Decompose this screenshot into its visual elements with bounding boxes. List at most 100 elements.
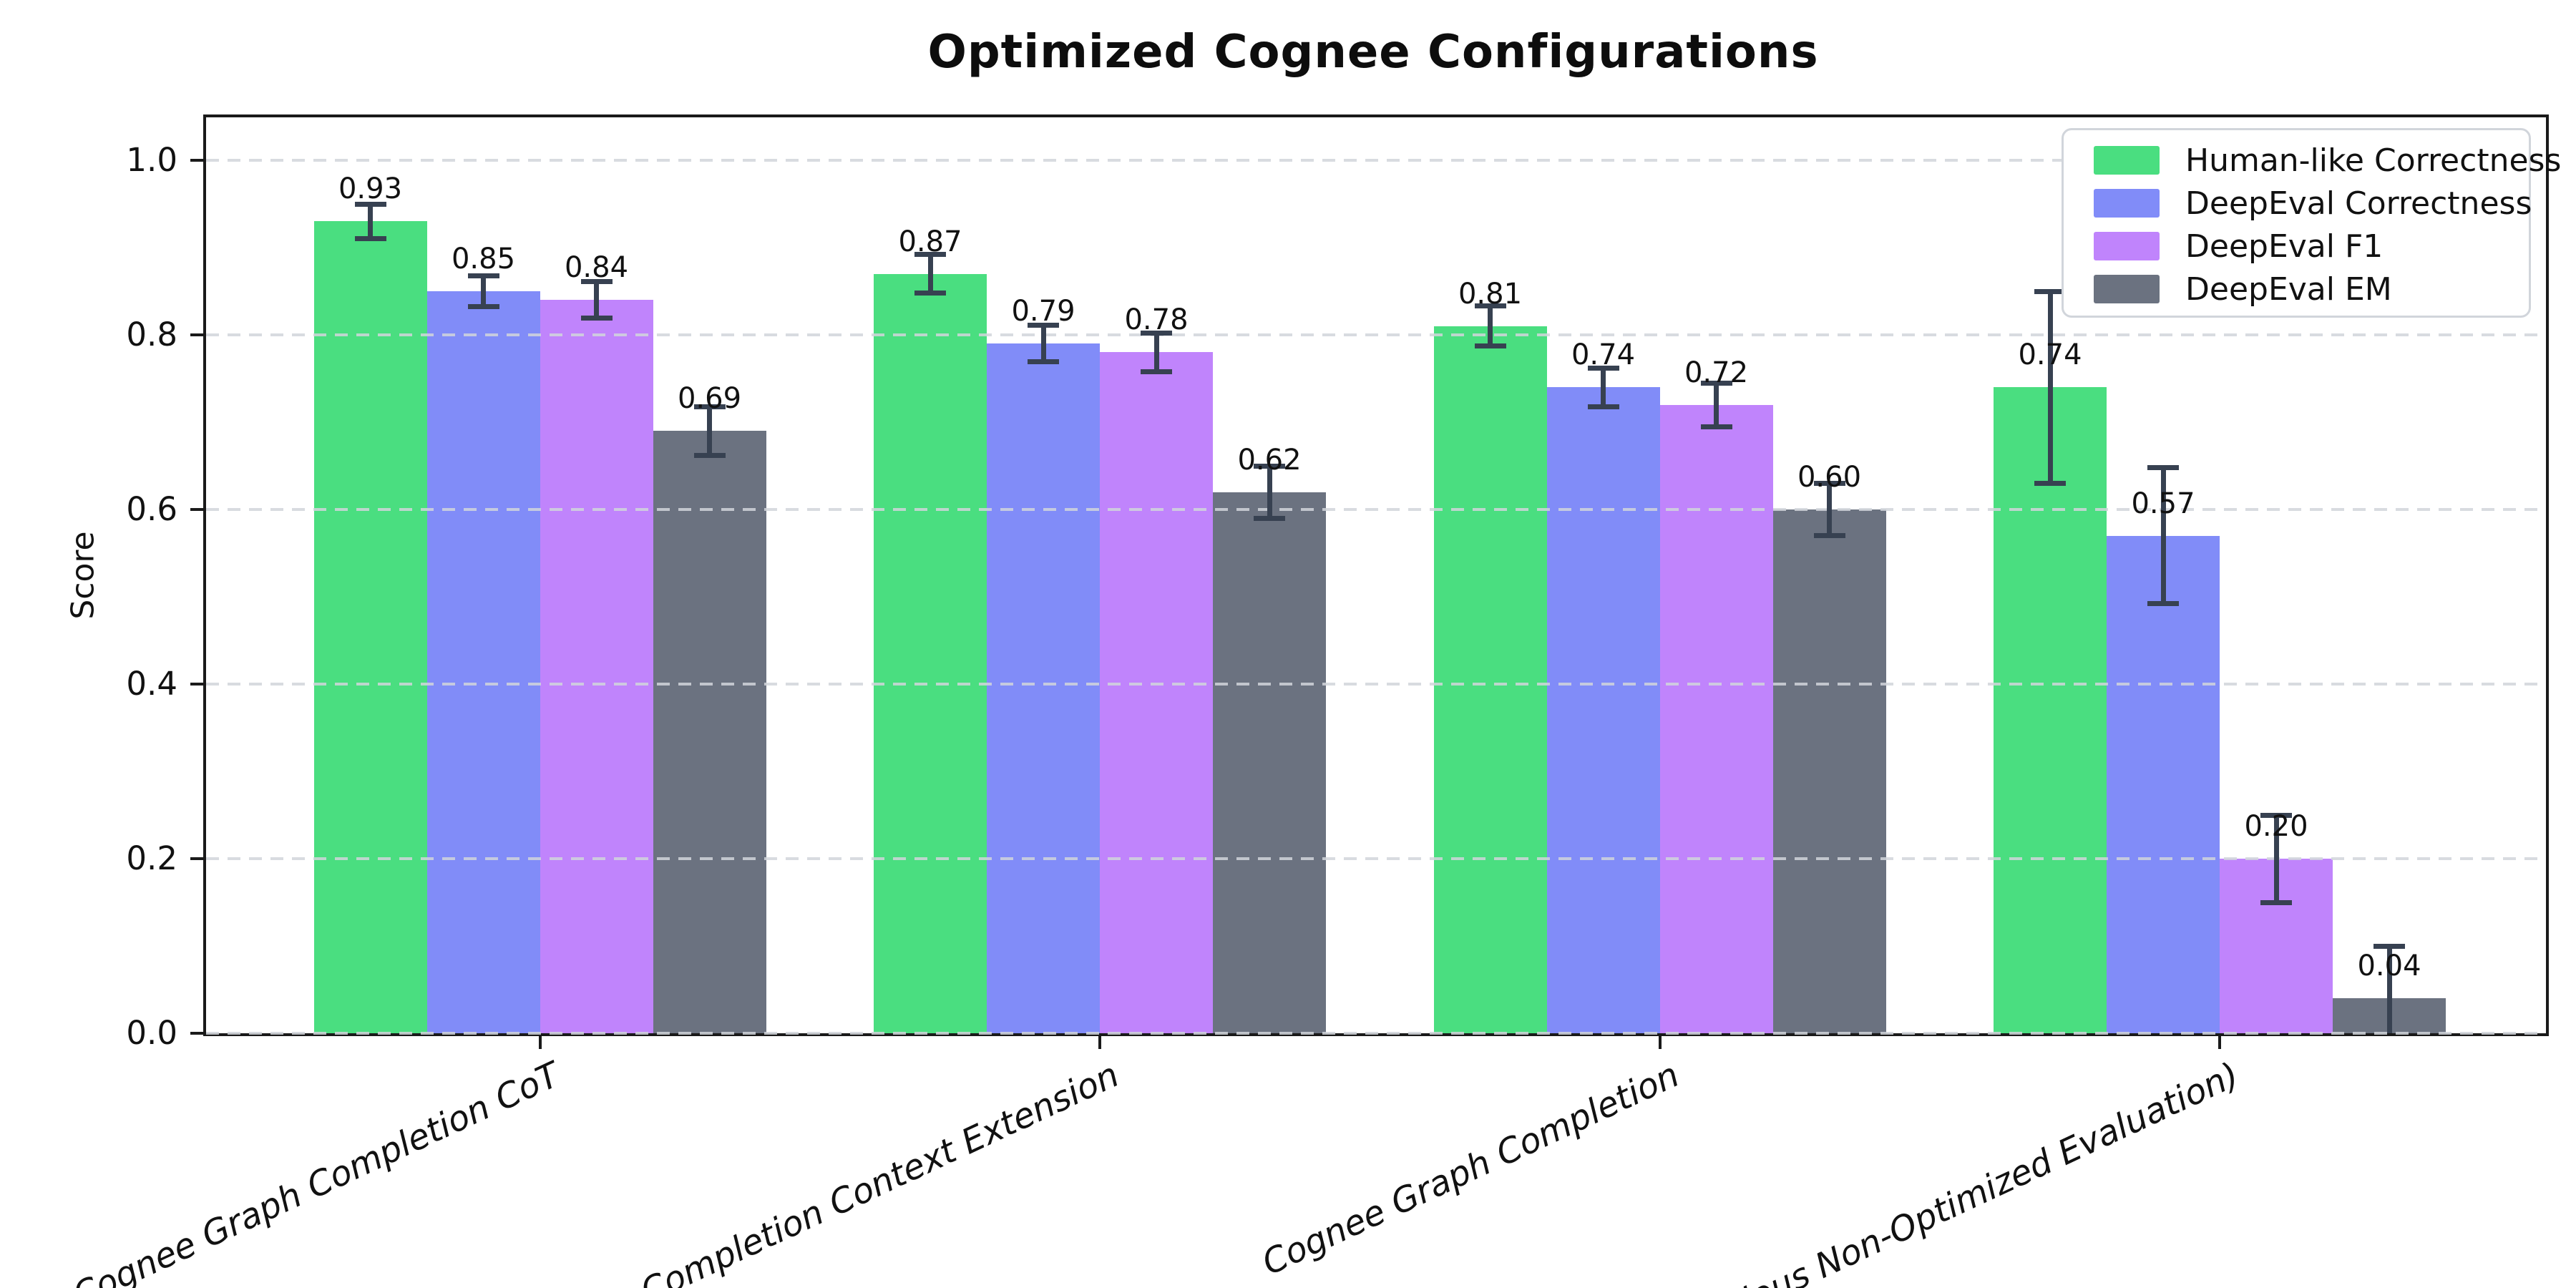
- error-bar-cap-bottom: [1028, 359, 1059, 365]
- x-tick-mark-1: [538, 1036, 542, 1049]
- bar-value-label: 0.85: [451, 243, 516, 275]
- error-bar-cap-top: [580, 279, 613, 285]
- error-bar-cap-top: [1474, 303, 1506, 309]
- bar-deepeval-f1-g2: [1100, 352, 1213, 1033]
- y-tick-mark-0.8: [190, 333, 203, 336]
- error-bar-cap-top: [1141, 331, 1172, 336]
- chart-title: Optimized Cognee Configurations: [927, 26, 1819, 79]
- error-bar-cap-bottom: [1474, 343, 1506, 349]
- error-bar-cap-top: [467, 273, 499, 278]
- error-bar-cap-bottom: [2260, 899, 2292, 905]
- bar-human-like-correctness-g2: [874, 273, 987, 1033]
- error-bar-line: [1040, 325, 1046, 362]
- y-tick-mark-0.6: [190, 508, 203, 511]
- error-bar-line: [1827, 483, 1832, 536]
- error-bar-cap-bottom: [1141, 369, 1172, 374]
- bar-deepeval-f1-g3: [1659, 404, 1773, 1033]
- y-tick-label-0.8: 0.8: [126, 316, 177, 353]
- error-bar-cap-top: [2260, 812, 2292, 818]
- x-tick-mark-2: [1098, 1036, 1101, 1049]
- bar-value-label: 0.87: [898, 225, 962, 258]
- error-bar-line: [1488, 306, 1493, 346]
- bar-value-label: 0.69: [677, 382, 742, 416]
- bar-value-label: 0.79: [1011, 295, 1075, 328]
- gridline-1.0: [206, 159, 2546, 162]
- y-tick-label-1.0: 1.0: [126, 141, 177, 179]
- error-bar-line: [2160, 467, 2166, 604]
- bar-deepeval-correctness-g3: [1546, 387, 1660, 1033]
- bar-value-label: 0.74: [2018, 338, 2082, 372]
- error-bar-cap-top: [914, 252, 946, 258]
- error-bar-cap-bottom: [693, 452, 726, 458]
- y-tick-label-0.2: 0.2: [126, 839, 177, 877]
- error-bar-cap-top: [2034, 288, 2066, 294]
- legend-item-deepeval-em: DeepEval EM: [2094, 268, 2529, 311]
- error-bar-line: [594, 281, 599, 318]
- error-bar-line: [1601, 368, 1606, 407]
- error-bar-cap-bottom: [1587, 404, 1619, 409]
- bar-value-label: 0.72: [1684, 356, 1749, 389]
- bar-value-label: 0.20: [2244, 810, 2308, 843]
- error-bar-cap-top: [354, 201, 386, 207]
- error-bar-cap-bottom: [914, 290, 946, 296]
- y-tick-mark-0.2: [190, 857, 203, 860]
- y-tick-mark-1.0: [190, 159, 203, 162]
- legend: Human-like Correctness DeepEval Correctne…: [2062, 128, 2561, 318]
- y-tick-mark-0.0: [190, 1032, 203, 1035]
- y-tick-label-0.0: 0.0: [126, 1014, 177, 1052]
- error-bar-cap-bottom: [2147, 601, 2179, 607]
- error-bar-line: [481, 275, 486, 307]
- bar-human-like-correctness-g1: [313, 221, 427, 1033]
- bar-deepeval-f1-g1: [540, 300, 653, 1033]
- gridline-0.6: [206, 508, 2546, 511]
- legend-item-label: DeepEval F1: [2185, 228, 2384, 265]
- bar-value-label: 0.62: [1237, 443, 1302, 477]
- bar-value-label: 0.04: [2357, 950, 2421, 983]
- error-bar-cap-top: [1813, 480, 1845, 486]
- error-bar-cap-bottom: [1700, 424, 1732, 429]
- y-axis-label: Score: [64, 531, 102, 620]
- legend-swatch: [2094, 189, 2160, 218]
- error-bar-line: [2273, 815, 2279, 902]
- error-bar-cap-bottom: [1254, 515, 1285, 521]
- error-bar-cap-bottom: [2034, 480, 2066, 486]
- legend-swatch: [2094, 146, 2160, 175]
- error-bar-line: [927, 254, 933, 293]
- x-category-label: Cognee Graph Completion CoT: [67, 1055, 566, 1288]
- legend-item-label: DeepEval EM: [2185, 270, 2392, 308]
- legend-item-human-like-correctness: Human-like Correctness: [2094, 139, 2561, 182]
- bar-value-label: 0.78: [1124, 303, 1189, 337]
- error-bar-cap-bottom: [354, 236, 386, 242]
- legend-item-deepeval-f1: DeepEval F1: [2094, 225, 2529, 268]
- gridline-0.0: [206, 1032, 2546, 1035]
- error-bar-line: [707, 406, 712, 456]
- error-bar-line: [2386, 946, 2392, 1033]
- legend-swatch: [2094, 232, 2160, 260]
- error-bar-cap-top: [1254, 463, 1285, 469]
- y-tick-label-0.6: 0.6: [126, 490, 177, 528]
- bar-human-like-correctness-g3: [1433, 326, 1547, 1033]
- error-bar-line: [1153, 333, 1159, 372]
- error-bar-line: [1714, 383, 1719, 427]
- error-bar-cap-top: [693, 404, 726, 409]
- error-bar-cap-top: [1028, 323, 1059, 328]
- bar-value-label: 0.57: [2131, 487, 2195, 520]
- bar-deepeval-em-g1: [653, 431, 766, 1033]
- error-bar-line: [368, 204, 373, 239]
- legend-item-label: DeepEval Correctness: [2185, 185, 2532, 222]
- bar-deepeval-correctness-g1: [426, 291, 540, 1033]
- bar-deepeval-em-g2: [1213, 492, 1326, 1033]
- bar-deepeval-correctness-g2: [987, 343, 1100, 1033]
- error-bar-line: [2047, 291, 2053, 484]
- legend-swatch: [2094, 275, 2160, 303]
- error-bar-cap-top: [1587, 365, 1619, 371]
- gridline-0.2: [206, 857, 2546, 860]
- bar-value-label: 0.84: [564, 251, 629, 285]
- x-tick-mark-4: [2218, 1036, 2221, 1049]
- y-tick-label-0.4: 0.4: [126, 665, 177, 703]
- gridline-0.4: [206, 683, 2546, 686]
- error-bar-cap-top: [2373, 943, 2405, 949]
- error-bar-line: [1267, 466, 1272, 519]
- bar-human-like-correctness-g4: [1994, 387, 2107, 1033]
